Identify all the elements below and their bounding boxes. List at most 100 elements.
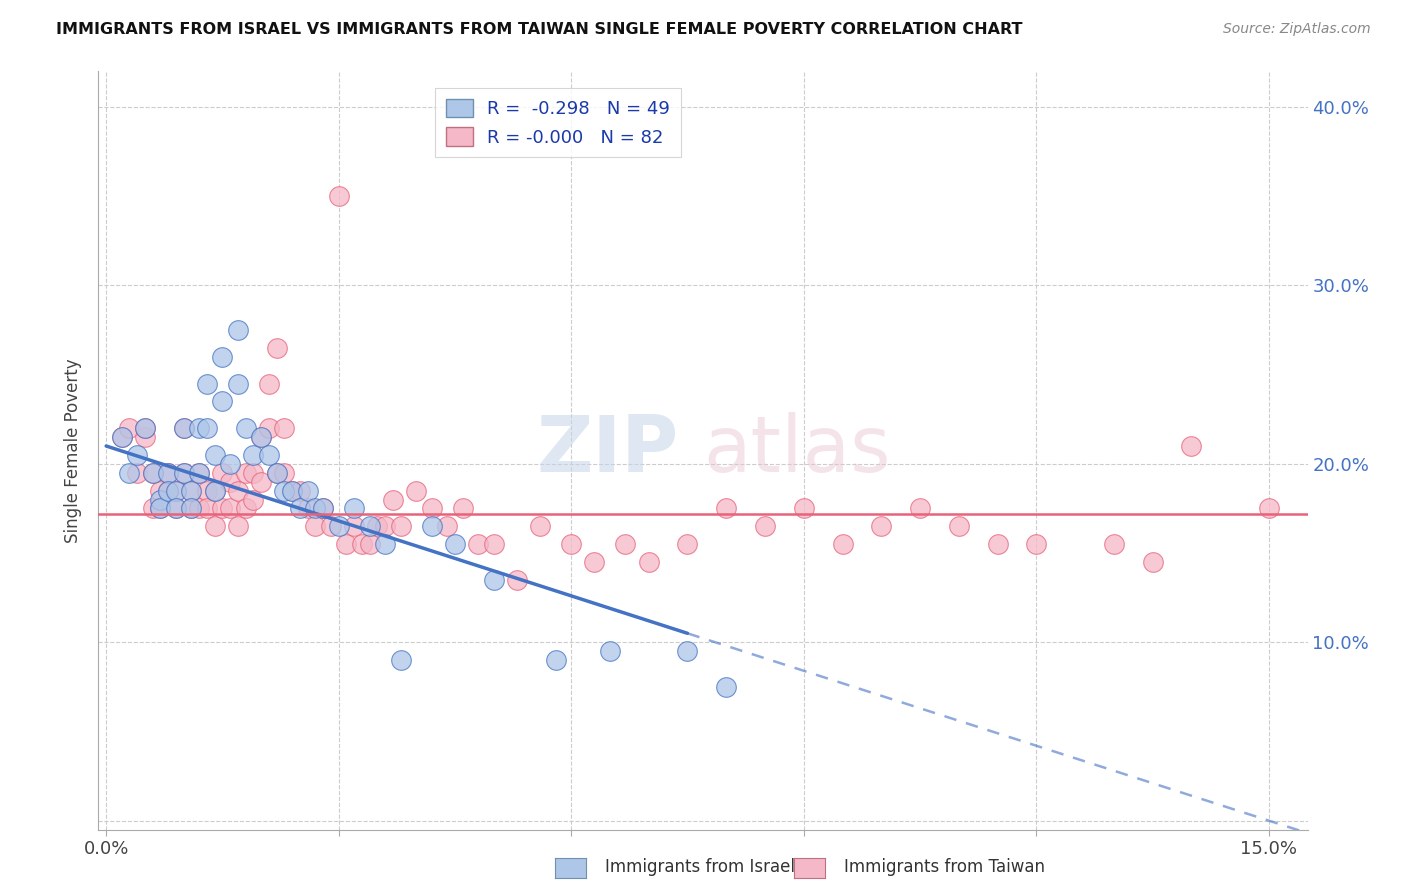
Point — [467, 537, 489, 551]
Point — [173, 421, 195, 435]
Point — [235, 466, 257, 480]
Point — [250, 475, 273, 489]
Point — [381, 492, 404, 507]
Point — [134, 421, 156, 435]
Point — [149, 501, 172, 516]
Point — [793, 501, 815, 516]
Point — [226, 323, 249, 337]
Point — [288, 483, 311, 498]
Point — [149, 501, 172, 516]
Y-axis label: Single Female Poverty: Single Female Poverty — [65, 359, 83, 542]
Text: ZIP: ZIP — [537, 412, 679, 489]
Point — [366, 519, 388, 533]
Point — [226, 519, 249, 533]
Point — [831, 537, 853, 551]
Point — [111, 430, 134, 444]
Point — [127, 466, 149, 480]
Point — [444, 537, 467, 551]
Point — [420, 501, 443, 516]
Point — [157, 483, 180, 498]
Point — [226, 376, 249, 391]
Point — [297, 501, 319, 516]
Point — [389, 519, 412, 533]
Point — [134, 430, 156, 444]
Point — [281, 483, 304, 498]
Point — [583, 555, 606, 569]
Point — [1257, 501, 1279, 516]
Text: IMMIGRANTS FROM ISRAEL VS IMMIGRANTS FROM TAIWAN SINGLE FEMALE POVERTY CORRELATI: IMMIGRANTS FROM ISRAEL VS IMMIGRANTS FRO… — [56, 22, 1022, 37]
Point — [165, 483, 187, 498]
Point — [118, 466, 141, 480]
Point — [451, 501, 474, 516]
Point — [420, 519, 443, 533]
Point — [204, 483, 226, 498]
Point — [273, 483, 295, 498]
Point — [716, 680, 738, 694]
Point — [482, 537, 505, 551]
Point — [242, 492, 264, 507]
Legend: R =  -0.298   N = 49, R = -0.000   N = 82: R = -0.298 N = 49, R = -0.000 N = 82 — [434, 88, 681, 157]
Point — [250, 430, 273, 444]
Point — [195, 376, 218, 391]
Point — [506, 573, 529, 587]
Point — [319, 519, 342, 533]
Point — [312, 501, 335, 516]
Point — [173, 421, 195, 435]
Point — [1102, 537, 1125, 551]
Point — [304, 519, 326, 533]
Point — [544, 653, 567, 667]
Point — [111, 430, 134, 444]
Text: Immigrants from Israel: Immigrants from Israel — [605, 858, 794, 876]
Point — [134, 421, 156, 435]
Point — [359, 537, 381, 551]
Point — [1180, 439, 1202, 453]
Point — [195, 421, 218, 435]
Point — [343, 519, 366, 533]
Point — [219, 475, 242, 489]
Point — [157, 483, 180, 498]
Text: Immigrants from Taiwan: Immigrants from Taiwan — [844, 858, 1045, 876]
Point — [986, 537, 1008, 551]
Point — [165, 483, 187, 498]
Point — [235, 501, 257, 516]
Point — [359, 519, 381, 533]
Point — [165, 501, 187, 516]
Point — [257, 421, 280, 435]
Point — [637, 555, 659, 569]
Point — [180, 501, 202, 516]
Point — [173, 466, 195, 480]
Point — [149, 492, 172, 507]
Point — [180, 483, 202, 498]
Point — [211, 466, 233, 480]
Point — [219, 501, 242, 516]
Point — [250, 430, 273, 444]
Point — [374, 519, 396, 533]
Point — [676, 537, 699, 551]
Point — [614, 537, 637, 551]
Point — [142, 466, 165, 480]
Point — [529, 519, 551, 533]
Point — [257, 448, 280, 462]
Point — [180, 483, 202, 498]
Point — [257, 376, 280, 391]
Point — [343, 501, 366, 516]
Point — [211, 394, 233, 409]
Point — [118, 421, 141, 435]
Point — [304, 501, 326, 516]
Point — [1142, 555, 1164, 569]
Point — [389, 653, 412, 667]
Point — [149, 483, 172, 498]
Point — [948, 519, 970, 533]
Point — [195, 483, 218, 498]
Point — [211, 501, 233, 516]
Point — [312, 501, 335, 516]
Point — [288, 501, 311, 516]
Point — [560, 537, 582, 551]
Point — [211, 350, 233, 364]
Point — [1025, 537, 1047, 551]
Text: atlas: atlas — [703, 412, 890, 489]
Point — [157, 466, 180, 480]
Text: Source: ZipAtlas.com: Source: ZipAtlas.com — [1223, 22, 1371, 37]
Point — [204, 483, 226, 498]
Point — [328, 519, 350, 533]
